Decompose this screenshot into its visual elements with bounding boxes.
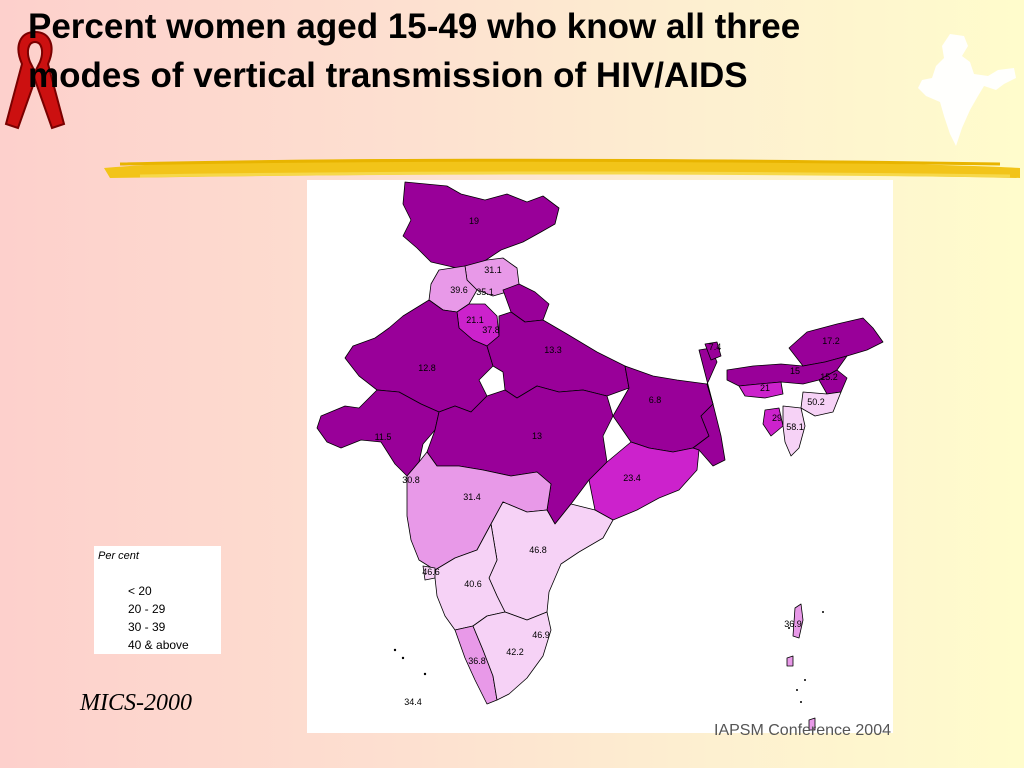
map-label-karnataka: 40.6 [464,579,482,589]
map-label-mizoram: 58.1 [786,422,804,432]
map-legend: Per cent < 20 20 - 29 30 - 39 40 & above [94,546,221,654]
legend-item-40-above: 40 & above [128,638,189,652]
map-label-orissa: 23.4 [623,473,641,483]
map-label-rajasthan: 12.8 [418,363,436,373]
legend-item-30-39: 30 - 39 [128,620,166,634]
map-label-bihar: 6.8 [649,395,662,405]
map-label-manipur: 50.2 [807,397,825,407]
map-label-tamil-nadu: 42.2 [506,647,524,657]
map-label-nagaland: 15.2 [820,372,838,382]
map-label-assam: 15 [790,366,800,376]
region-uttar-pradesh [486,311,630,399]
region-nicobar-island [808,717,816,731]
island-dots [393,611,824,703]
map-label-madhya-pradesh: 13 [532,431,542,441]
region-tamil-nadu [472,611,552,701]
map-label-pondicherry: 46.9 [532,630,550,640]
region-jammu-kashmir [402,181,560,269]
map-label-maharashtra: 31.4 [463,492,481,502]
map-label-tripura: 29 [772,413,782,423]
region-andaman-nicobar-south [786,655,794,667]
region-sikkim [704,341,722,361]
legend-title: Per cent [98,550,139,562]
map-label-arunachal-pradesh: 17.2 [822,336,840,346]
india-map-panel: 19 31.1 39.6 35.1 21.1 37.8 13.3 12.8 6.… [307,180,893,733]
map-label-goa: 46.6 [422,567,440,577]
region-tripura [762,407,784,437]
map-label-himachal-pradesh: 31.1 [484,265,502,275]
map-label-delhi: 37.8 [482,325,500,335]
map-label-punjab: 39.6 [450,285,468,295]
map-label-gujarat: 11.5 [375,432,392,442]
region-mizoram [782,405,806,457]
slide-title: Percent women aged 15-49 who know all th… [28,2,988,100]
region-andhra-pradesh [488,501,614,621]
map-label-haryana: 21.1 [466,315,484,325]
legend-item-20-29: 20 - 29 [128,602,166,616]
india-choropleth-map: 19 31.1 39.6 35.1 21.1 37.8 13.3 12.8 6.… [316,181,884,731]
conference-footer: IAPSM Conference 2004 [714,722,891,739]
india-silhouette-icon [918,34,1016,146]
map-label-lakshadweep: 34.4 [404,697,422,707]
region-nagaland [818,369,848,395]
map-label-diu: 30.8 [402,475,420,485]
legend-item-lt20: < 20 [128,584,152,598]
red-ribbon-icon [4,30,66,130]
slide-title-line-1: Percent women aged 15-49 who know all th… [28,7,801,46]
slide-title-line-2: modes of vertical transmission of HIV/AI… [28,56,748,95]
map-label-andhra-pradesh: 46.8 [529,545,547,555]
map-label-jammu-kashmir: 19 [469,216,479,226]
region-andaman-nicobar [792,603,804,639]
map-label-kerala: 36.8 [468,656,486,666]
source-label: MICS-2000 [80,690,192,716]
map-label-chandigarh: 35.1 [476,287,494,297]
region-gujarat [316,389,440,477]
map-label-uttar-pradesh: 13.3 [544,345,562,355]
map-label-sikkim: 7.4 [709,342,722,352]
map-label-meghalaya: 21 [760,383,770,393]
region-bihar [612,365,714,453]
region-meghalaya [738,381,784,399]
yellow-brush-stroke [104,158,1020,178]
map-label-andaman-nicobar: 36.9 [784,619,802,629]
region-west-bengal [692,347,726,467]
